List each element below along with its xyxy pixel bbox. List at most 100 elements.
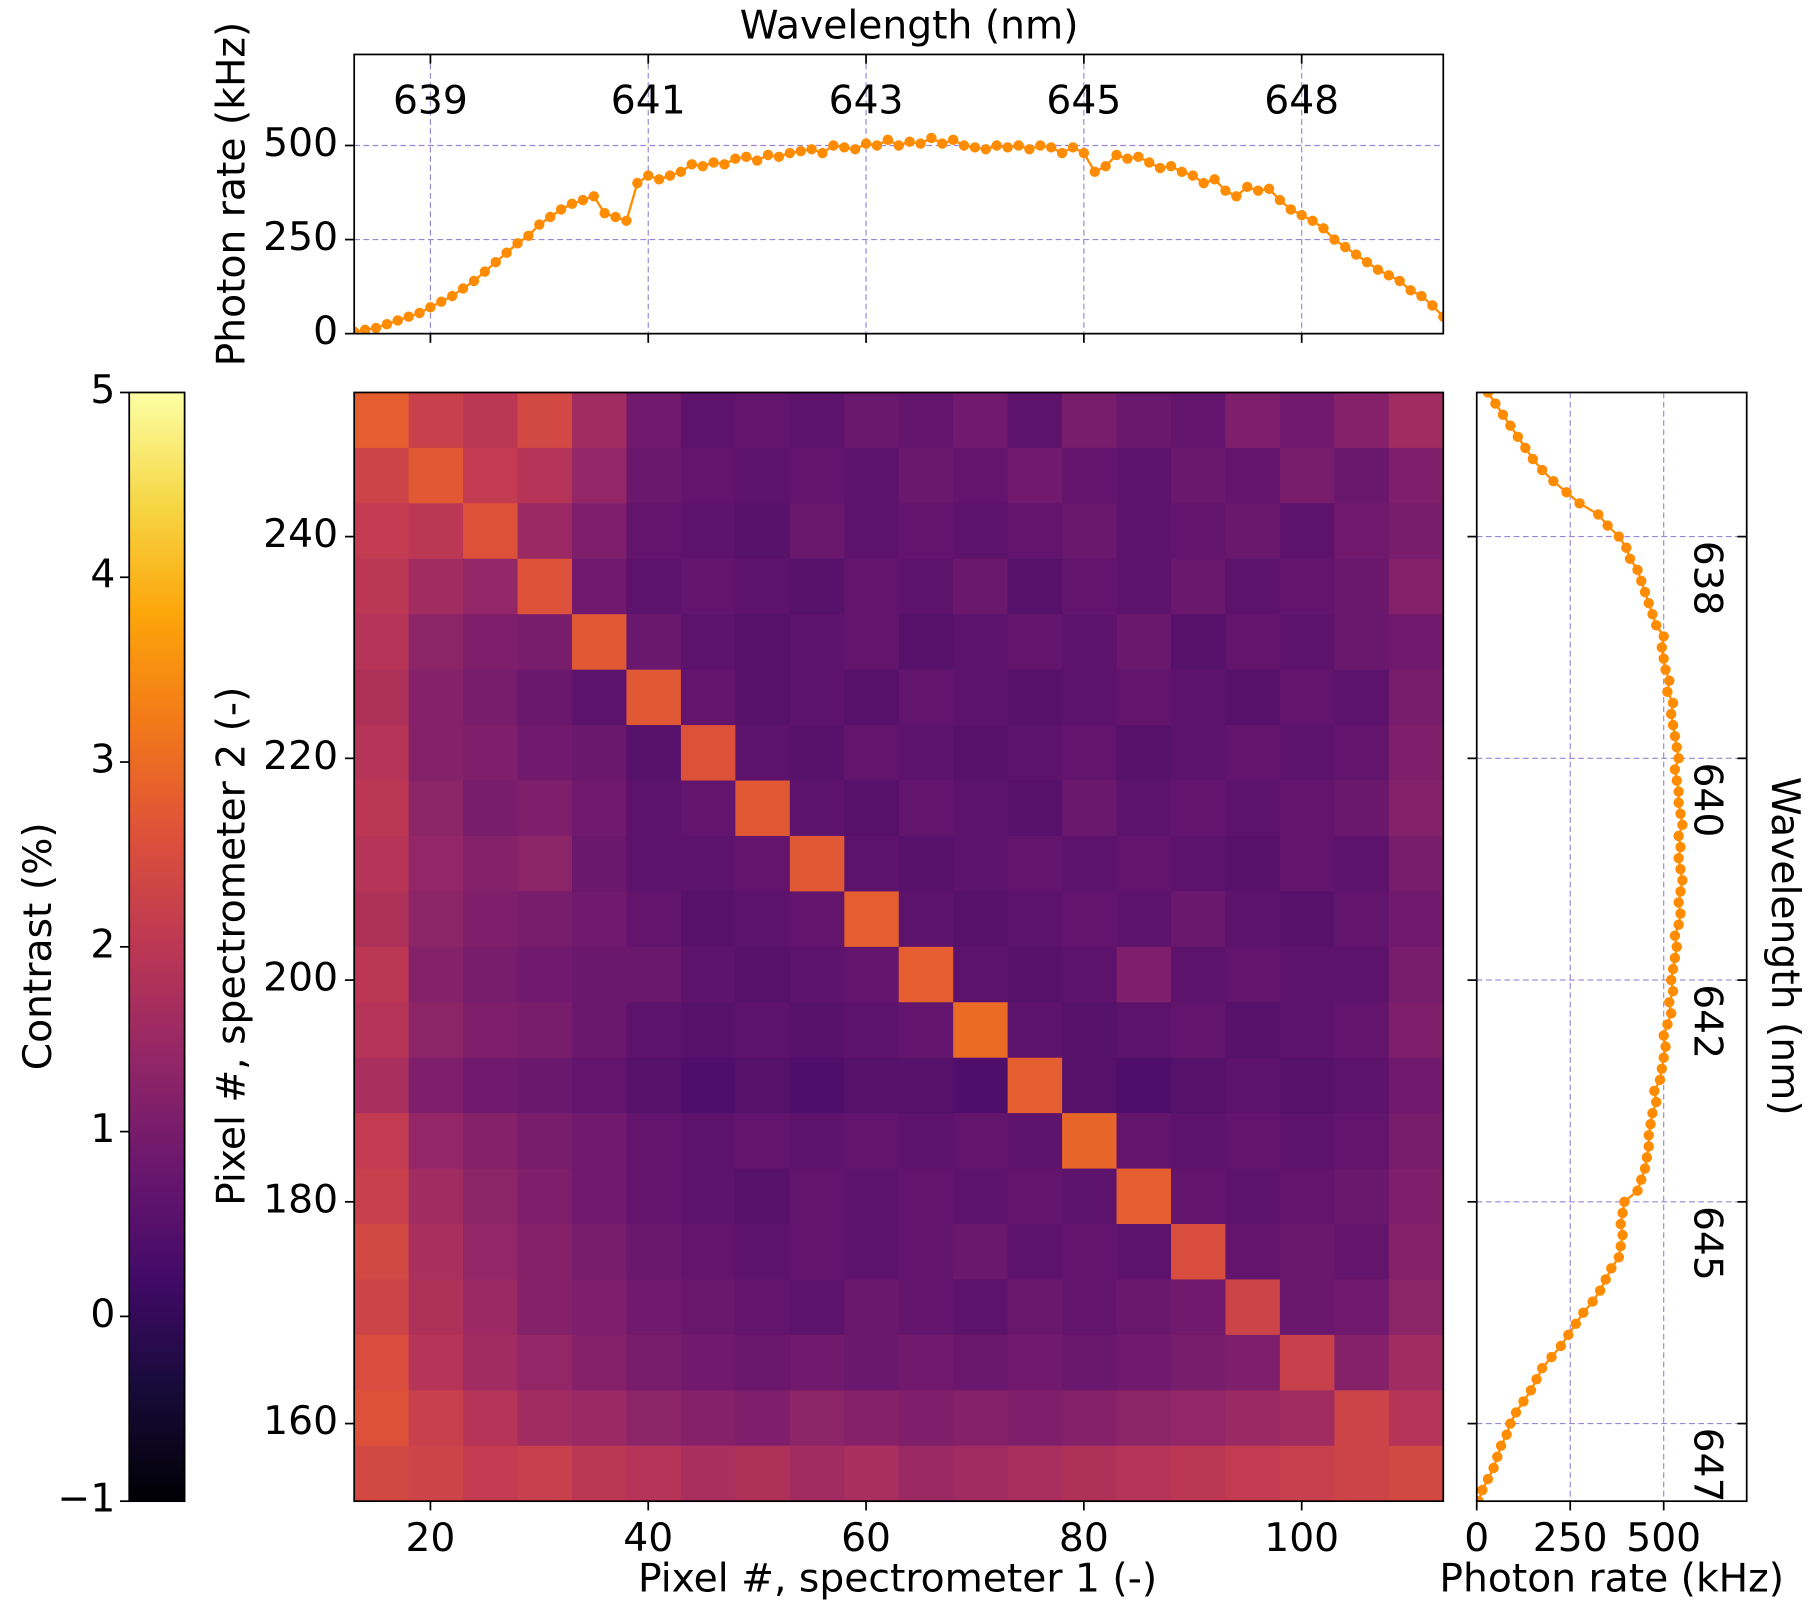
heatmap-cell <box>953 558 1009 615</box>
point <box>991 140 1002 151</box>
heatmap-cell <box>1225 614 1281 671</box>
wavelength-tick-label: 643 <box>829 78 904 123</box>
wavelength-tick-label: 645 <box>1685 1206 1730 1281</box>
point <box>1531 1374 1542 1385</box>
point <box>1361 256 1373 268</box>
point <box>1667 719 1679 731</box>
point <box>1220 185 1231 196</box>
heatmap-cell <box>1116 891 1172 948</box>
heatmap-cell <box>844 614 900 671</box>
heatmap-cell <box>1225 1168 1281 1225</box>
heatmap-cell <box>680 1390 736 1447</box>
heatmap-cell <box>1116 669 1172 726</box>
point <box>447 290 458 302</box>
heatmap-cell <box>789 835 845 892</box>
heatmap-cell <box>463 1445 519 1502</box>
heatmap-cell <box>1007 1002 1063 1059</box>
x-tick-label: 100 <box>1264 1516 1339 1561</box>
point <box>1252 185 1264 196</box>
point <box>1133 151 1144 162</box>
point <box>1615 1240 1626 1252</box>
heatmap-cell <box>735 669 791 726</box>
point <box>1647 609 1658 620</box>
heatmap-cell <box>1171 614 1227 671</box>
right-x-label: Photon rate (kHz) <box>1439 1556 1784 1601</box>
heatmap-cell <box>1279 503 1335 560</box>
point <box>1667 697 1679 709</box>
point <box>1677 819 1688 831</box>
point <box>1176 166 1188 178</box>
heatmap-cell <box>953 1224 1009 1281</box>
heatmap-cell <box>408 558 464 615</box>
heatmap-cell <box>1171 946 1227 1003</box>
heatmap-cell <box>1062 447 1118 504</box>
heatmap-cell <box>354 1168 410 1225</box>
point <box>468 275 480 287</box>
line <box>354 136 1444 333</box>
point <box>425 302 436 313</box>
heatmap-cell <box>1388 725 1444 782</box>
point <box>566 198 578 210</box>
point <box>1662 686 1673 698</box>
heatmap-cell <box>1116 835 1172 892</box>
heatmap-cell <box>1171 558 1227 615</box>
point <box>828 140 839 151</box>
heatmap-cell <box>789 1057 845 1114</box>
point <box>534 219 545 230</box>
point <box>621 215 632 226</box>
heatmap-cell <box>1062 1224 1118 1281</box>
point <box>1675 808 1686 819</box>
heatmap-cell <box>626 558 682 615</box>
heatmap-cell <box>572 1279 628 1336</box>
heatmap-cell <box>735 1390 791 1447</box>
top-y-label: Photon rate (kHz) <box>210 22 255 367</box>
heatmap-cell <box>1225 946 1281 1003</box>
heatmap-cell <box>463 503 519 560</box>
heatmap-cell <box>517 946 573 1003</box>
heatmap-cell <box>1116 1445 1172 1502</box>
heatmap-cell <box>626 1002 682 1059</box>
heatmap-cell <box>1062 392 1118 449</box>
heatmap-cell <box>1062 558 1118 615</box>
point <box>1636 1174 1647 1185</box>
point <box>1546 1351 1557 1363</box>
heatmap-cell <box>898 725 954 782</box>
colorbar-tick-label: −1 <box>58 1477 116 1522</box>
heatmap-cell <box>680 558 736 615</box>
heatmap-cell <box>626 780 682 837</box>
heatmap-cell <box>1334 1002 1390 1059</box>
heatmap-cell <box>1388 1168 1444 1225</box>
point <box>773 151 785 162</box>
heatmap-cell <box>1334 1057 1390 1114</box>
heatmap-cell <box>1007 503 1063 560</box>
point <box>653 174 665 185</box>
heatmap-cell <box>1225 392 1281 449</box>
heatmap-cell <box>354 946 410 1003</box>
heatmap-cell <box>626 392 682 449</box>
heatmap-cell <box>572 1445 628 1502</box>
heatmap-cell <box>844 1334 900 1391</box>
heatmap-cell <box>572 1002 628 1059</box>
point <box>1675 908 1686 919</box>
heatmap-cell <box>463 725 519 782</box>
heatmap-cell <box>844 780 900 837</box>
heatmap-cell <box>408 614 464 671</box>
heatmap-cell <box>517 725 573 782</box>
heatmap-cell <box>1225 1445 1281 1502</box>
point <box>555 204 567 215</box>
point <box>1587 1296 1598 1307</box>
heatmap-cell <box>898 669 954 726</box>
point <box>1615 1218 1626 1230</box>
heatmap-cell <box>680 503 736 560</box>
point <box>686 159 697 170</box>
point <box>1144 157 1155 168</box>
point <box>860 138 872 149</box>
point <box>436 296 447 307</box>
heatmap-cell <box>735 392 791 449</box>
heatmap-cell <box>1279 1334 1335 1391</box>
heatmap-cell <box>789 946 845 1003</box>
heatmap-cell <box>517 392 573 449</box>
point <box>926 132 937 144</box>
heatmap-cell <box>1388 1224 1444 1281</box>
heatmap-cell <box>789 1334 845 1391</box>
